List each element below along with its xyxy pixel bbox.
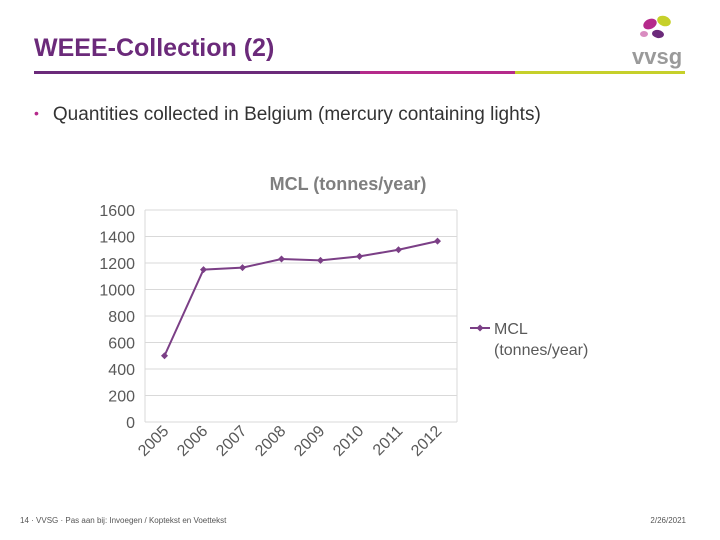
y-tick-label: 1400 bbox=[99, 230, 135, 247]
chart-title: MCL (tonnes/year) bbox=[270, 174, 427, 194]
data-point-2007 bbox=[239, 264, 246, 272]
x-tick-label: 2005 bbox=[135, 423, 172, 460]
y-tick-label: 1200 bbox=[99, 256, 135, 273]
page-number: 14 bbox=[20, 516, 29, 525]
x-tick-label: 2009 bbox=[291, 423, 328, 460]
data-point-2008 bbox=[278, 255, 285, 263]
y-tick-label: 0 bbox=[126, 415, 135, 432]
y-tick-label: 200 bbox=[108, 389, 135, 406]
footer-note: Pas aan bij: Invoegen / Koptekst en Voet… bbox=[65, 516, 227, 525]
series-line bbox=[163, 240, 438, 357]
y-tick-label: 400 bbox=[108, 362, 135, 379]
data-point-2009 bbox=[317, 256, 324, 264]
vvsg-logo: vvsg bbox=[628, 12, 692, 72]
chart-legend: MCL (tonnes/year) bbox=[470, 321, 588, 359]
y-tick-label: 1600 bbox=[99, 203, 135, 220]
legend-marker bbox=[476, 324, 484, 332]
title-rule-magenta bbox=[360, 71, 515, 74]
x-tick-label: 2006 bbox=[174, 423, 211, 460]
bullet-text: Quantities collected in Belgium (mercury… bbox=[52, 104, 541, 125]
bullet-marker: • bbox=[34, 105, 39, 121]
data-point-2012 bbox=[434, 237, 441, 245]
logo-wordmark: vvsg bbox=[632, 44, 682, 69]
x-tick-label: 2011 bbox=[370, 423, 406, 459]
footer-org: VVSG bbox=[36, 516, 59, 525]
legend-label: MCL (tonnes/year) bbox=[494, 321, 588, 359]
data-point-2010 bbox=[356, 252, 363, 260]
x-tick-label: 2010 bbox=[330, 423, 367, 460]
y-tick-label: 600 bbox=[108, 336, 135, 353]
bullet-item: • Quantities collected in Belgium (mercur… bbox=[34, 104, 541, 126]
x-axis-tick-labels: 2005 2006 2007 2008 2009 2010 2011 2012 bbox=[135, 423, 445, 460]
y-tick-label: 800 bbox=[108, 309, 135, 326]
title-rule-purple bbox=[34, 71, 360, 74]
x-tick-label: 2008 bbox=[252, 423, 289, 460]
slide-title: WEEE-Collection (2) bbox=[34, 34, 275, 62]
y-axis-tick-labels: 0 200 400 600 800 1000 1200 1400 1600 bbox=[99, 203, 135, 432]
title-rule-green bbox=[515, 71, 685, 74]
footer-left: 14 · VVSG · Pas aan bij: Invoegen / Kopt… bbox=[20, 516, 227, 525]
chart-gridlines bbox=[144, 209, 458, 423]
data-point-2005 bbox=[161, 352, 168, 360]
footer-date: 2/26/2021 bbox=[650, 516, 686, 525]
x-tick-label: 2007 bbox=[213, 423, 250, 460]
x-tick-label: 2012 bbox=[408, 423, 445, 460]
data-point-2011 bbox=[395, 246, 402, 254]
y-tick-label: 1000 bbox=[99, 283, 135, 300]
data-point-2006 bbox=[200, 266, 207, 274]
chart-series bbox=[161, 237, 441, 360]
